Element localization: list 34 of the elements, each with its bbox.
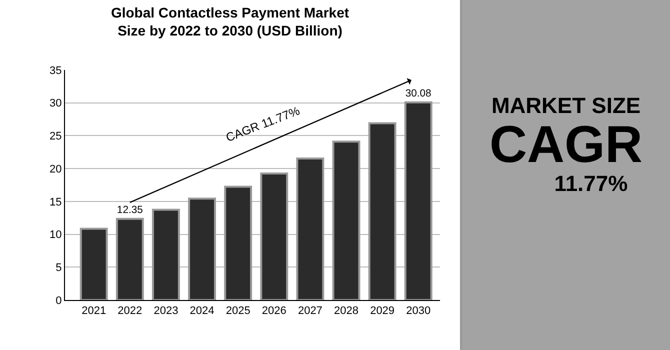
bar — [224, 186, 252, 300]
x-tick-label: 2029 — [370, 305, 395, 318]
bar — [152, 208, 180, 300]
y-tick-label: 35 — [50, 64, 62, 77]
data-label: 12.35 — [116, 205, 144, 216]
bar — [332, 140, 360, 300]
x-tick-label: 2028 — [334, 305, 358, 318]
chart-title: Global Contactless Payment Market Size by 2022 to 2030 (USD Billion) — [110, 4, 350, 39]
bar — [368, 122, 396, 300]
x-tick-label: 2021 — [82, 305, 106, 318]
x-tick-label: 2030 — [406, 305, 431, 318]
x-tick-label: 2023 — [154, 305, 178, 318]
x-tick-label: 2022 — [118, 305, 142, 318]
y-tick-label: 10 — [50, 229, 62, 242]
x-tick-label: 2024 — [190, 305, 214, 318]
bar — [116, 218, 144, 300]
bar — [80, 228, 108, 300]
bar — [404, 101, 432, 300]
text: MARKET SIZE — [491, 93, 641, 119]
text: CAGR — [489, 116, 643, 174]
bar — [188, 198, 216, 300]
y-tick-label: 20 — [50, 163, 62, 176]
y-tick-label: 30 — [50, 98, 62, 110]
bar — [296, 157, 324, 300]
x-tick-label: 2027 — [298, 305, 322, 318]
x-tick-label: 2026 — [262, 305, 286, 318]
y-tick-label: 0 — [56, 294, 62, 307]
y-tick-label: 5 — [56, 262, 62, 274]
y-tick-label: 25 — [50, 130, 62, 143]
data-label: 30.08 — [405, 88, 432, 100]
y-tick-label: 15 — [50, 196, 62, 208]
bar — [260, 172, 288, 300]
text: 11.77% — [554, 171, 628, 197]
x-tick-label: 2025 — [226, 305, 250, 318]
